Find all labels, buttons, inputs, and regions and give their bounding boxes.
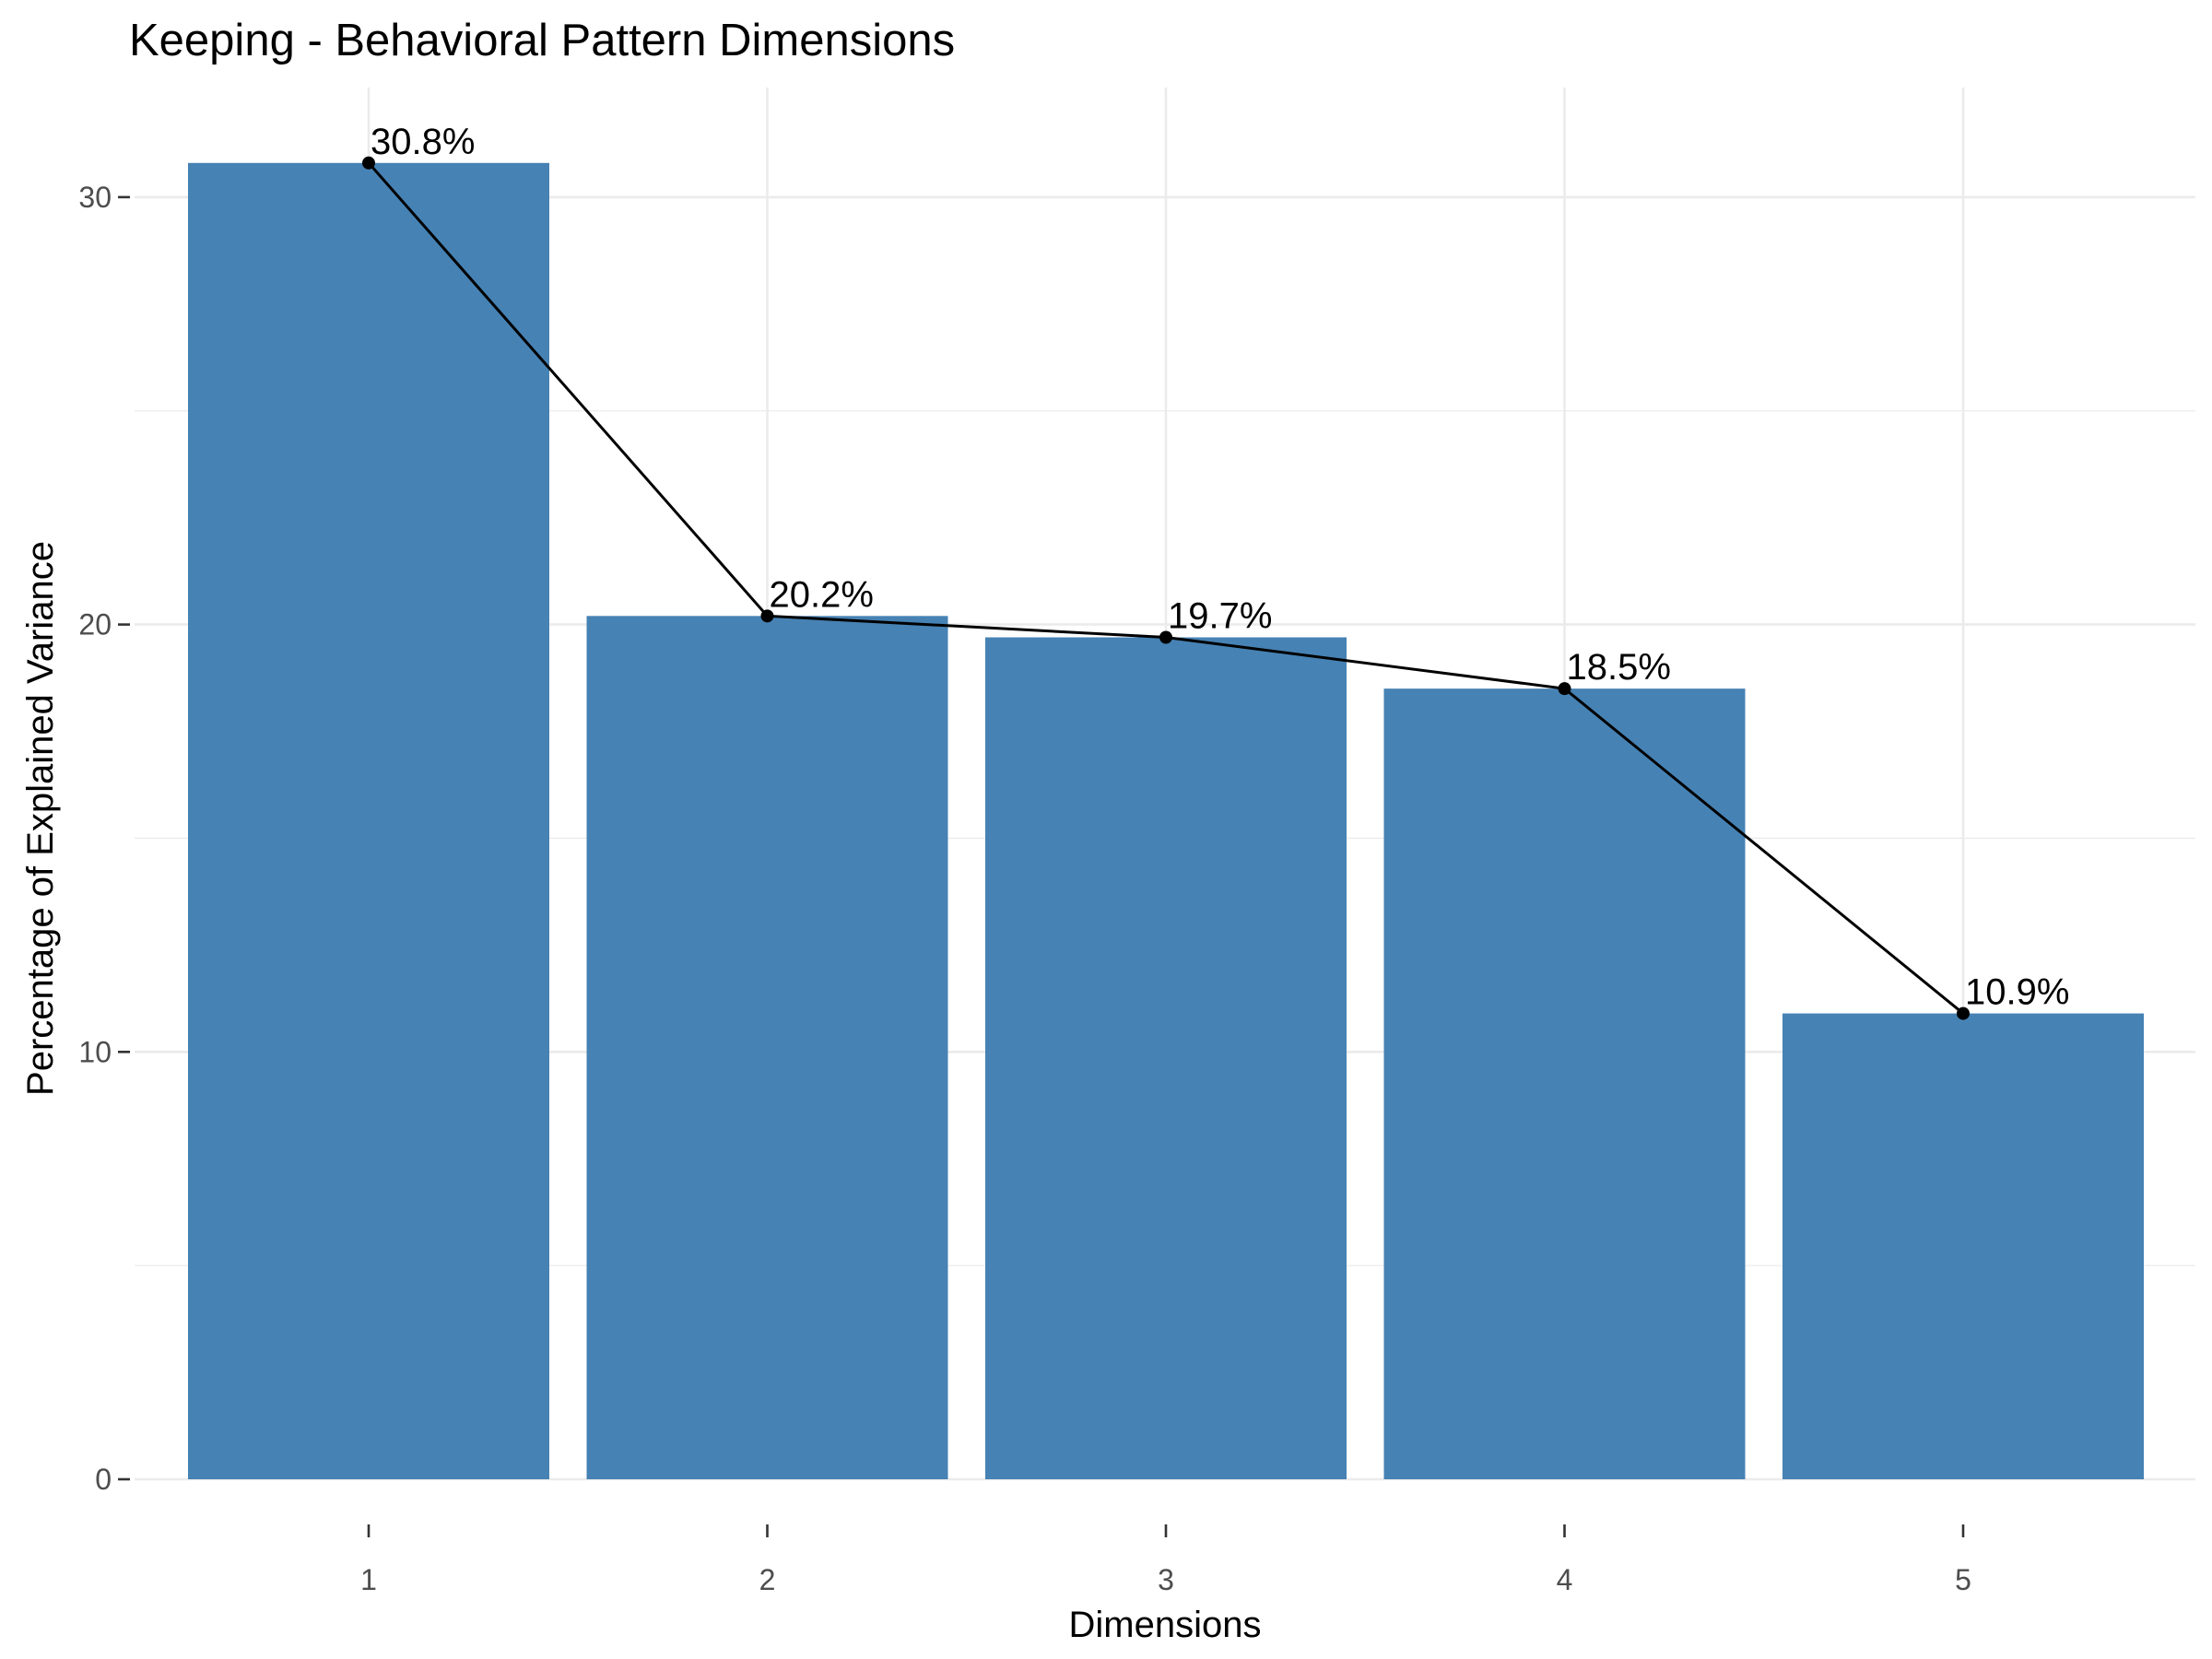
point-dimension-4: [1558, 682, 1571, 696]
bar-dimension-5: [1783, 1013, 2144, 1479]
point-dimension-2: [760, 609, 774, 623]
bar-dimension-2: [586, 616, 948, 1479]
data-label-dimension-2: 20.2%: [770, 574, 874, 615]
chart-title: Keeping - Behavioral Pattern Dimensions: [129, 16, 955, 65]
bars: [188, 162, 2144, 1480]
x-tick-label: 4: [1557, 1563, 1573, 1596]
x-tick-label: 3: [1158, 1563, 1174, 1596]
point-dimension-5: [1957, 1006, 1970, 1020]
data-label-dimension-4: 18.5%: [1567, 647, 1671, 688]
data-labels: 30.8% 20.2% 19.7% 18.5% 10.9%: [371, 122, 2069, 1013]
data-label-dimension-1: 30.8%: [371, 122, 475, 162]
point-dimension-3: [1159, 630, 1172, 644]
x-tick-label: 5: [1955, 1563, 1971, 1596]
point-dimension-1: [362, 156, 375, 170]
y-tick-label: 20: [78, 608, 112, 641]
axes: 0 10 20 30 1 2 3 4 5: [78, 181, 1971, 1596]
x-tick-label: 2: [759, 1563, 776, 1596]
y-tick-label: 0: [95, 1463, 112, 1496]
bar-dimension-1: [188, 162, 549, 1480]
y-tick-label: 30: [78, 181, 112, 214]
y-axis-title: Percentage of Explained Variance: [20, 541, 61, 1096]
bar-dimension-3: [985, 637, 1347, 1479]
data-label-dimension-5: 10.9%: [1965, 972, 2069, 1013]
x-tick-label: 1: [360, 1563, 377, 1596]
variance-line: [362, 156, 1970, 1020]
x-axis-title: Dimensions: [1069, 1605, 1262, 1645]
bar-dimension-4: [1383, 688, 1746, 1479]
data-label-dimension-3: 19.7%: [1168, 596, 1272, 637]
y-tick-label: 10: [78, 1035, 112, 1068]
